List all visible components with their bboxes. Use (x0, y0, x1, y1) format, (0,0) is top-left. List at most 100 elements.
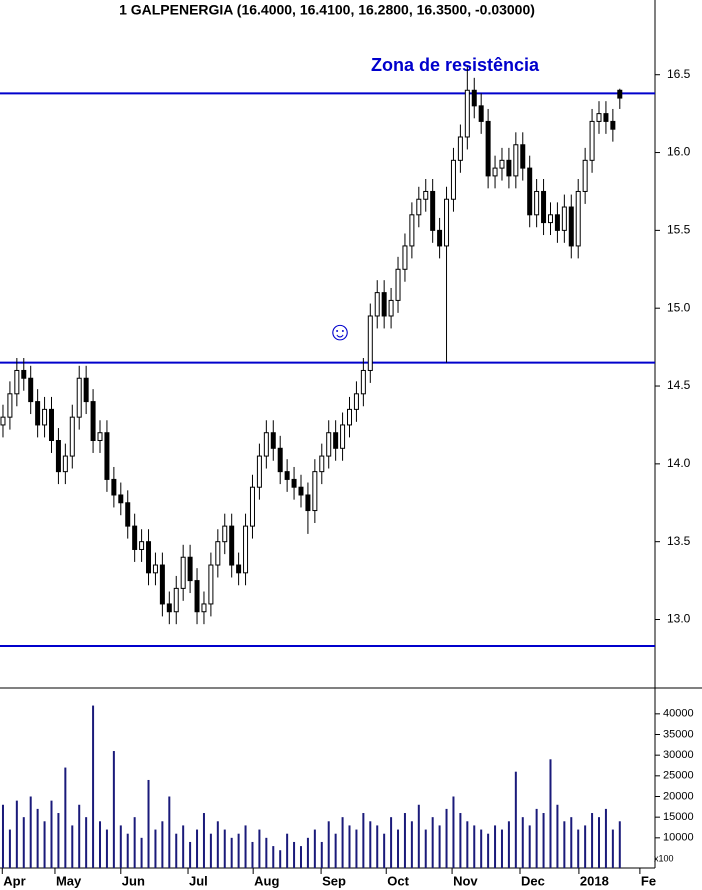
y-tick-label: 14.0 (667, 456, 691, 470)
candle-body (610, 120, 616, 130)
candle-body (305, 494, 311, 512)
candle-body (76, 377, 82, 418)
volume-bar (299, 846, 302, 868)
volume-bar (355, 829, 358, 868)
volume-bar (265, 837, 268, 868)
y-tick-label: 15.5 (667, 223, 691, 237)
candle-body (48, 408, 54, 442)
volume-bar (237, 833, 240, 868)
candle-body (159, 564, 165, 605)
volume-bar (563, 821, 566, 868)
candle-body (596, 113, 602, 122)
candle-body (236, 564, 242, 574)
volume-bar (182, 825, 185, 868)
candle-body (229, 525, 235, 566)
volume-bar (383, 833, 386, 868)
volume-bar (403, 813, 406, 868)
volume-bar (99, 821, 102, 868)
volume-bar (445, 808, 448, 868)
candle-body (69, 416, 75, 457)
x-tick-label: Apr (3, 873, 25, 888)
candle-body (444, 198, 450, 247)
volume-bar (64, 767, 67, 868)
candle-body (28, 377, 34, 403)
volume-bar (494, 825, 497, 868)
candle-body (249, 486, 255, 527)
volume-bar (230, 837, 233, 868)
x-tick-label: Nov (453, 873, 478, 888)
volume-bar (202, 813, 205, 868)
candle-body (14, 369, 20, 395)
volume-bar (279, 850, 282, 868)
candle-body (222, 525, 228, 543)
volume-bar (390, 817, 393, 868)
x-tick-label: Jul (189, 873, 208, 888)
candle-body (395, 268, 401, 301)
y-tick-label: 14.5 (667, 378, 691, 392)
volume-bar (514, 771, 517, 868)
volume-bar (473, 825, 476, 868)
y-tick-label: 13.0 (667, 612, 691, 626)
volume-bar (598, 817, 601, 868)
volume-bar (85, 817, 88, 868)
volume-bar (140, 837, 143, 868)
y-tick-label: 16.0 (667, 145, 691, 159)
volume-bar (161, 821, 164, 868)
volume-bar (133, 817, 136, 868)
volume-bar (549, 759, 552, 868)
volume-bar (78, 804, 81, 868)
candle-body (520, 144, 526, 169)
volume-bar (611, 829, 614, 868)
volume-bar (119, 825, 122, 868)
annotation: Zona de resistência (371, 55, 540, 75)
volume-bar (251, 841, 254, 868)
candle-body (173, 587, 179, 613)
volume-bar (50, 800, 53, 868)
volume-bar (43, 821, 46, 868)
volume-bar (175, 833, 178, 868)
candle-body (457, 136, 463, 161)
y-tick-label: 40000 (663, 708, 694, 720)
candle-body (42, 408, 48, 426)
volume-bar (431, 817, 434, 868)
y-tick-label: 35000 (663, 728, 694, 740)
volume-bar (397, 829, 400, 868)
volume-bar (189, 841, 192, 868)
volume-bar (29, 796, 32, 868)
volume-bar (15, 800, 18, 868)
candle-body (166, 603, 172, 613)
candle-body (347, 408, 353, 426)
volume-bar (22, 817, 25, 868)
candle-body (194, 580, 200, 613)
y-tick-label: 30000 (663, 749, 694, 761)
candle-body (90, 401, 96, 442)
candle-body (187, 556, 193, 582)
candle-body (388, 299, 394, 317)
candle-body (527, 167, 533, 216)
candle-body (485, 120, 491, 177)
candle-body (326, 432, 332, 457)
candle-body (589, 120, 595, 161)
candle-body (312, 471, 318, 512)
candle-body (430, 190, 436, 231)
candle-body (139, 541, 145, 550)
volume-bar (112, 751, 115, 868)
volume-bar (438, 825, 441, 868)
x-tick-label: Jun (122, 873, 145, 888)
volume-bar (466, 821, 469, 868)
volume-bar (223, 829, 226, 868)
candle-body (256, 455, 262, 488)
candle-body (340, 424, 346, 449)
candle-body (291, 478, 297, 488)
volume-bar (410, 821, 413, 868)
candle-body (298, 486, 304, 496)
volume-unit: x100 (654, 853, 674, 863)
volume-bar (570, 817, 573, 868)
volume-bar (452, 796, 455, 868)
volume-bar (591, 813, 594, 868)
candle-body (270, 432, 276, 449)
candle-body (152, 564, 158, 574)
candle-body (62, 455, 68, 473)
volume-bar (376, 825, 379, 868)
